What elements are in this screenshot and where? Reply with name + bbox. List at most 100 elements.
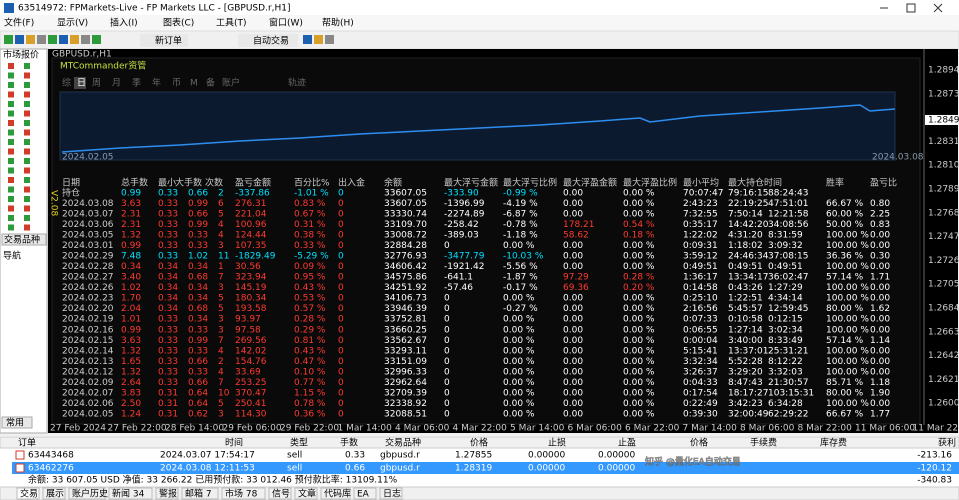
symbol-icon[interactable] bbox=[8, 110, 14, 117]
toolbar-icon[interactable] bbox=[303, 35, 312, 44]
terminal-tab[interactable] bbox=[294, 487, 318, 500]
table-cell: 2:16:56 bbox=[683, 304, 718, 314]
table-cell: 0.36 % bbox=[294, 409, 326, 419]
table-cell: 0.00 % bbox=[503, 367, 535, 377]
symbol-icon[interactable] bbox=[24, 82, 30, 88]
symbol-icon[interactable] bbox=[8, 196, 14, 202]
toolbar-icon[interactable] bbox=[325, 35, 334, 44]
symbol-icon[interactable] bbox=[8, 205, 14, 212]
symbol-icon[interactable] bbox=[24, 139, 30, 145]
symbol-icon[interactable] bbox=[8, 91, 14, 98]
symbol-icon[interactable] bbox=[24, 186, 30, 193]
symbol-icon[interactable] bbox=[8, 167, 14, 174]
symbol-icon[interactable] bbox=[8, 101, 14, 107]
table-cell: 0 bbox=[338, 357, 344, 367]
symbol-icon[interactable] bbox=[24, 196, 30, 202]
symbol-icon[interactable] bbox=[8, 72, 14, 79]
toolbar-icon[interactable] bbox=[314, 35, 323, 44]
symbol-icon[interactable] bbox=[24, 120, 30, 126]
table-cell: 0.00 % bbox=[503, 409, 535, 419]
menu-item: 帮助(H) bbox=[322, 17, 354, 29]
symbol-icon[interactable] bbox=[8, 158, 14, 164]
terminal-tab[interactable] bbox=[108, 487, 153, 500]
symbol-icon[interactable] bbox=[8, 224, 14, 231]
symbol-icon[interactable] bbox=[24, 110, 30, 117]
symbol-icon[interactable] bbox=[8, 215, 14, 221]
maximize[interactable] bbox=[906, 3, 916, 13]
symbol-icon[interactable] bbox=[24, 205, 30, 212]
order-cell: 2024.03.07 17:54:17 bbox=[160, 451, 255, 461]
table-cell: 1 bbox=[218, 262, 224, 272]
symbol-icon[interactable] bbox=[24, 158, 30, 164]
toolbar-icon[interactable] bbox=[26, 35, 35, 44]
table-cell: 323.94 bbox=[235, 273, 267, 283]
app-icon bbox=[4, 3, 14, 13]
panel-tab[interactable] bbox=[1, 416, 33, 429]
table-cell: 0 bbox=[338, 210, 344, 220]
symbol-icon[interactable] bbox=[24, 177, 30, 183]
table-cell: 0.33 bbox=[188, 346, 208, 356]
selected-row[interactable] bbox=[12, 462, 959, 474]
toolbar-icon[interactable] bbox=[37, 35, 46, 44]
table-cell: 13:37:01 bbox=[728, 346, 768, 356]
symbol-icon[interactable] bbox=[24, 63, 30, 69]
symbol-icon[interactable] bbox=[8, 177, 14, 183]
table-cell: 0.00 bbox=[563, 357, 583, 367]
symbol-icon[interactable] bbox=[24, 101, 30, 107]
close[interactable] bbox=[933, 3, 943, 13]
table-cell: -4.19 % bbox=[503, 199, 538, 209]
symbol-icon[interactable] bbox=[8, 186, 14, 193]
toolbar-button[interactable] bbox=[238, 34, 298, 47]
symbol-icon[interactable] bbox=[8, 82, 14, 88]
terminal-tab[interactable] bbox=[68, 487, 106, 500]
symbol-icon[interactable] bbox=[24, 148, 30, 155]
table-cell: 0 bbox=[338, 199, 344, 209]
table-cell: 10 bbox=[218, 388, 230, 398]
symbol-icon[interactable] bbox=[8, 148, 14, 155]
terminal-tab[interactable] bbox=[353, 487, 377, 500]
table-cell: 33607.05 bbox=[384, 199, 427, 209]
toolbar-icon[interactable] bbox=[70, 35, 79, 44]
terminal-tab[interactable] bbox=[42, 487, 66, 500]
table-cell: 0.34 bbox=[188, 315, 208, 325]
symbol-icon[interactable] bbox=[24, 215, 30, 221]
symbol-icon[interactable] bbox=[24, 167, 30, 174]
toolbar-icon[interactable] bbox=[59, 35, 68, 44]
table-cell: 2024.02.12 bbox=[62, 367, 114, 377]
toolbar-icon[interactable] bbox=[48, 35, 57, 44]
panel-tab[interactable] bbox=[1, 233, 47, 246]
table-cell: 0.00 bbox=[563, 210, 583, 220]
toolbar-icon[interactable] bbox=[4, 35, 13, 44]
price-label: 1.28730 bbox=[928, 89, 959, 99]
table-cell: 3 bbox=[218, 409, 224, 419]
symbol-icon[interactable] bbox=[24, 129, 30, 136]
toolbar-icon[interactable] bbox=[92, 35, 101, 44]
table-header: 胜率 bbox=[826, 177, 844, 189]
symbol-icon[interactable] bbox=[24, 72, 30, 79]
symbol-icon[interactable] bbox=[8, 129, 14, 136]
terminal-tab[interactable] bbox=[221, 487, 266, 500]
terminal-tab[interactable] bbox=[320, 487, 351, 500]
terminal-tab[interactable] bbox=[16, 487, 40, 500]
overlay-tab: 季 bbox=[132, 77, 141, 89]
table-cell: 1.32 bbox=[121, 231, 141, 241]
symbol-icon[interactable] bbox=[8, 63, 14, 69]
table-cell: 69.36 bbox=[563, 283, 589, 293]
time-label: 27 Feb 22:00 bbox=[108, 424, 167, 434]
terminal-tab[interactable] bbox=[155, 487, 179, 500]
toolbar-button[interactable] bbox=[140, 34, 188, 47]
table-cell: 33607.05 bbox=[384, 189, 427, 199]
table-cell: 持仓 bbox=[62, 187, 80, 199]
table-cell: 0 bbox=[338, 262, 344, 272]
symbol-icon[interactable] bbox=[24, 224, 30, 231]
terminal-tab[interactable] bbox=[379, 487, 403, 500]
symbol-icon[interactable] bbox=[24, 91, 30, 98]
terminal-tab[interactable] bbox=[268, 487, 292, 500]
toolbar-icon[interactable] bbox=[81, 35, 90, 44]
symbol-icon[interactable] bbox=[8, 139, 14, 145]
version: V2.08 bbox=[49, 190, 59, 216]
symbol-icon[interactable] bbox=[8, 120, 14, 126]
table-cell: 0.81 % bbox=[294, 336, 326, 346]
toolbar-icon[interactable] bbox=[15, 35, 24, 44]
terminal-tab[interactable] bbox=[181, 487, 219, 500]
